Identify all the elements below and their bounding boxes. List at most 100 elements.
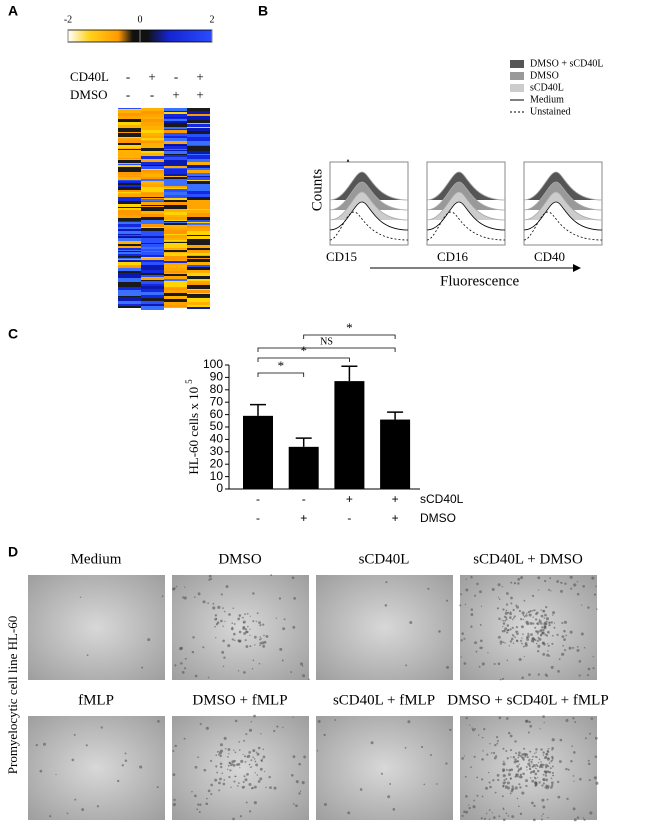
heatmap-cell (141, 301, 164, 304)
cell (499, 640, 503, 644)
heatmap-cell (118, 265, 141, 266)
heatmap-cell (141, 257, 164, 258)
cell (515, 773, 518, 776)
cell (184, 657, 187, 660)
cell (250, 766, 253, 768)
heatmap-cell (187, 273, 210, 276)
significance-bracket (257, 372, 305, 377)
cell (258, 621, 261, 625)
cell (501, 795, 504, 798)
cell (49, 815, 52, 818)
cell (509, 640, 513, 643)
heatmap-cell (141, 192, 164, 193)
cell (255, 763, 259, 767)
heatmap-cell (141, 122, 164, 125)
cell (181, 670, 185, 674)
cell (244, 778, 248, 782)
heatmap-cell (164, 189, 187, 190)
cell (583, 818, 586, 821)
heatmap-cell (164, 276, 187, 279)
cell (262, 644, 266, 648)
heatmap-cell (141, 184, 164, 187)
cell (545, 784, 548, 787)
colorbar-tick-label: -2 (64, 14, 72, 25)
cell (511, 618, 514, 621)
cell (546, 675, 549, 678)
cell (481, 736, 484, 739)
cell (542, 751, 545, 754)
legend-label: DMSO + sCD40L (530, 58, 603, 69)
heatmap-cell (164, 279, 187, 281)
heatmap-cell (141, 281, 164, 284)
heatmap-cell (141, 165, 164, 166)
cell (529, 724, 533, 728)
cell (533, 609, 536, 612)
cell (493, 663, 496, 666)
y-tick-label: 90 (210, 370, 224, 384)
heatmap-cell (118, 197, 141, 198)
cell (380, 772, 383, 775)
cell (221, 650, 225, 654)
heatmap-cell (141, 177, 164, 179)
cell (560, 589, 563, 593)
cell (538, 781, 541, 784)
heatmap-cell (118, 163, 141, 164)
heatmap-cell (164, 305, 187, 307)
cell (596, 608, 598, 610)
cell (301, 665, 304, 667)
heatmap-cell (164, 287, 187, 288)
cell (572, 775, 575, 777)
cell (334, 719, 337, 721)
heatmap-cell (118, 208, 141, 210)
cell (507, 611, 510, 614)
heatmap-cell (187, 177, 210, 180)
cell (223, 736, 227, 740)
histogram (523, 211, 603, 241)
row-label: CD40L (70, 69, 109, 84)
x-sign: - (302, 492, 306, 506)
cell (265, 634, 269, 638)
cell (542, 782, 545, 785)
heatmap-cell (141, 304, 164, 306)
cell (543, 756, 547, 760)
heatmap-cell (141, 119, 164, 122)
cell (253, 758, 256, 760)
cell (500, 643, 502, 645)
cell (222, 639, 225, 643)
cell (592, 656, 594, 658)
sign: + (148, 69, 155, 84)
cell (506, 781, 510, 785)
heatmap-cell (118, 175, 141, 176)
x-sign: + (300, 511, 307, 525)
cell (517, 582, 520, 585)
cell (246, 612, 249, 615)
heatmap-cell (118, 301, 141, 304)
cell (542, 754, 545, 756)
cell (539, 629, 543, 633)
heatmap-cell (118, 273, 141, 276)
heatmap-cell (118, 143, 141, 145)
heatmap-cell (187, 214, 210, 217)
cell (461, 757, 464, 760)
cell (529, 750, 532, 753)
micrograph-title: DMSO (218, 551, 262, 567)
heatmap-cell (164, 252, 187, 253)
cell (482, 750, 484, 752)
cell (298, 762, 301, 766)
heatmap-cell (164, 174, 187, 176)
y-tick-label: 10 (210, 469, 224, 483)
heatmap-cell (118, 290, 141, 292)
heatmap-cell (164, 232, 187, 234)
cell (255, 620, 258, 622)
heatmap-cell (164, 155, 187, 157)
cell (587, 667, 591, 671)
cell (504, 774, 506, 777)
cell (492, 751, 496, 755)
heatmap-cell (164, 217, 187, 220)
cell (100, 726, 103, 729)
significance-bracket (303, 334, 396, 339)
bar (243, 415, 273, 489)
heatmap-cell (118, 150, 141, 153)
heatmap-cell (141, 181, 164, 184)
significance-bracket (257, 347, 396, 352)
